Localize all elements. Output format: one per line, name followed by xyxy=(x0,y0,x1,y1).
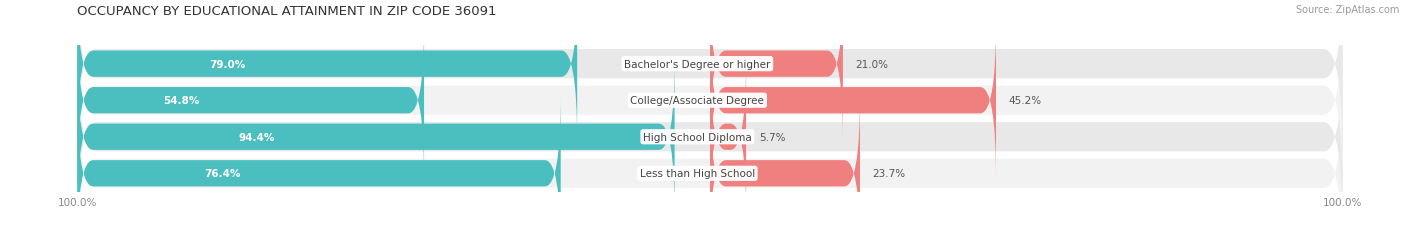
FancyBboxPatch shape xyxy=(77,0,1343,159)
Text: 5.7%: 5.7% xyxy=(759,132,785,142)
Text: 79.0%: 79.0% xyxy=(209,59,246,69)
Text: College/Associate Degree: College/Associate Degree xyxy=(630,96,765,106)
FancyBboxPatch shape xyxy=(77,0,578,142)
Text: 21.0%: 21.0% xyxy=(856,59,889,69)
Text: 45.2%: 45.2% xyxy=(1008,96,1042,106)
Text: 23.7%: 23.7% xyxy=(873,169,905,179)
Text: Source: ZipAtlas.com: Source: ZipAtlas.com xyxy=(1295,5,1399,15)
FancyBboxPatch shape xyxy=(710,59,747,215)
Text: 54.8%: 54.8% xyxy=(163,96,200,106)
Text: OCCUPANCY BY EDUCATIONAL ATTAINMENT IN ZIP CODE 36091: OCCUPANCY BY EDUCATIONAL ATTAINMENT IN Z… xyxy=(77,5,496,18)
FancyBboxPatch shape xyxy=(77,96,561,231)
Text: Bachelor's Degree or higher: Bachelor's Degree or higher xyxy=(624,59,770,69)
FancyBboxPatch shape xyxy=(77,23,425,179)
Text: 76.4%: 76.4% xyxy=(204,169,240,179)
Text: High School Diploma: High School Diploma xyxy=(643,132,752,142)
FancyBboxPatch shape xyxy=(710,0,844,142)
FancyBboxPatch shape xyxy=(77,43,1343,231)
FancyBboxPatch shape xyxy=(77,6,1343,195)
FancyBboxPatch shape xyxy=(77,59,675,215)
Text: Less than High School: Less than High School xyxy=(640,169,755,179)
FancyBboxPatch shape xyxy=(710,23,995,179)
Text: 94.4%: 94.4% xyxy=(239,132,274,142)
FancyBboxPatch shape xyxy=(77,79,1343,231)
FancyBboxPatch shape xyxy=(710,96,860,231)
